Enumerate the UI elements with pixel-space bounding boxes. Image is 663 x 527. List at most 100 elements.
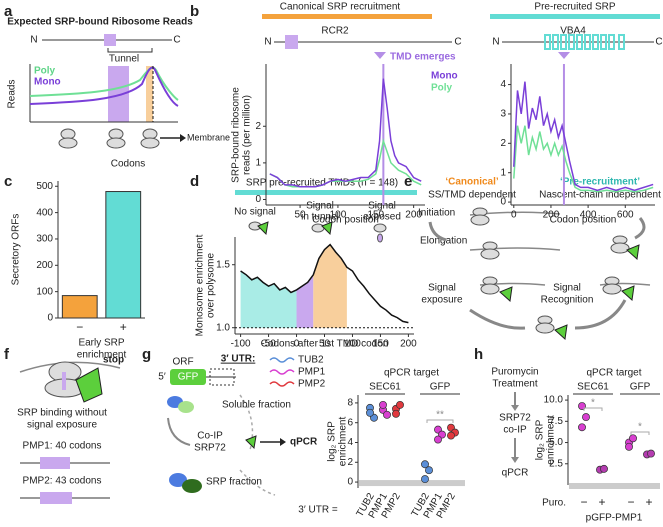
x-tick-label: 200 [405, 210, 422, 221]
zero-band [569, 483, 660, 489]
y-tick-label: 300 [36, 234, 53, 245]
cycle-diagram [428, 207, 651, 340]
shaded-region [296, 274, 314, 328]
tunnel-bracket [107, 48, 153, 53]
header-bar [490, 14, 660, 19]
y-tick-label: 4 [500, 79, 506, 90]
y-label: Monosome enrichment [195, 234, 206, 336]
state-label: Signal [306, 201, 334, 212]
fraction-diagram [167, 394, 286, 496]
legend-swatch [269, 357, 295, 363]
panel-label: e [404, 173, 412, 190]
data-point [425, 466, 433, 475]
x-tick-label: 0 [294, 339, 300, 350]
x-tick-label: 100 [344, 339, 361, 350]
x-tick-label: 150 [372, 339, 389, 350]
data-point [625, 442, 633, 451]
y-tick-label: 8 [347, 398, 353, 409]
n-term: N [492, 37, 499, 48]
panel-title: Expected SRP-bound Ribosome Reads [7, 17, 193, 28]
gfp-box [170, 369, 206, 385]
data-point [366, 408, 374, 417]
chart-title: qPCR target [586, 368, 641, 379]
series-line [513, 125, 654, 193]
x-tick-label: 0 [511, 210, 517, 221]
step-label: Signal [553, 283, 581, 294]
data-point [434, 435, 442, 444]
step-label: Initiation [418, 208, 455, 219]
shaded-region [313, 244, 347, 328]
data-point [578, 423, 586, 432]
state-label: Signal [368, 201, 396, 212]
fraction-label: Soluble fraction [222, 400, 291, 411]
y-label: enrichment [546, 415, 557, 465]
gene-name: RCR2 [321, 26, 349, 37]
y-tick-label: 0 [347, 477, 353, 488]
panel-label: c [4, 173, 12, 190]
x-label: Codons after 1st TMD codon [261, 339, 389, 350]
bar [105, 191, 142, 319]
x-label: Codons [111, 159, 145, 170]
gene-name: VBA4 [560, 26, 586, 37]
x-label: enrichment [77, 350, 127, 361]
chart-title: qPCR target [384, 368, 439, 379]
membrane-label: Membrane [187, 132, 230, 142]
y-tick-label: 0 [47, 313, 53, 324]
y-tick-label: 400 [36, 207, 53, 218]
y-label: SRP-bound ribosome [231, 87, 242, 183]
tmd-box [40, 457, 70, 469]
panel-label: b [190, 3, 199, 20]
state-label: exposed [363, 212, 401, 223]
y-tick-label: 0 [255, 194, 261, 205]
poly-curve [29, 66, 179, 101]
data-point [600, 464, 608, 473]
tmd-box [40, 492, 72, 504]
header-bar [235, 190, 417, 195]
tmd-box [104, 34, 116, 46]
y-tick-label: 1.5 [216, 259, 230, 270]
x-tick-label: + [598, 495, 605, 509]
section-header: Canonical SRP recruitment [280, 2, 401, 13]
group-label: SEC61 [577, 382, 609, 393]
annotation: ** [436, 410, 444, 421]
panel-label: a [4, 3, 13, 20]
y-tick-label: 10.0 [544, 395, 564, 406]
step-label: exposure [421, 295, 463, 306]
x-tick-label: − [627, 495, 634, 509]
tmd-marker [374, 52, 386, 59]
annotation: TMD emerges [390, 52, 456, 63]
x-tick-label: 150 [367, 210, 384, 221]
sig-bracket [583, 407, 603, 411]
tmd-boxes [544, 34, 625, 50]
five-prime: 5′ [158, 372, 166, 383]
x-tick-label: 200 [400, 339, 417, 350]
y-tick-label: 200 [36, 260, 53, 271]
data-point [392, 409, 400, 418]
shaded-region [240, 271, 297, 328]
gfp-label: GFP [178, 372, 199, 383]
step-label: Puromycin [491, 367, 538, 378]
y-tick-label: 0 [500, 197, 506, 208]
orf-label: ORF [172, 357, 193, 368]
x-tick-label: + [645, 495, 652, 509]
x-tick-label: 200 [543, 210, 560, 221]
section-header: ‘Canonical’ [445, 177, 499, 188]
y-tick-label: 2.5 [549, 458, 563, 469]
x-tick-label: 100 [330, 210, 347, 221]
mono-curve [29, 66, 179, 107]
x-tick-label: -50 [261, 339, 276, 350]
data-point [379, 400, 387, 409]
exposed-region [146, 66, 153, 122]
legend-entry: PMP2 [298, 379, 326, 390]
section-sub: SS/TMD dependent [428, 190, 516, 201]
y-tick-label: 2 [347, 457, 353, 468]
y-tick-label: 6 [347, 417, 353, 428]
step-label: SRP72 [499, 413, 531, 424]
series-line [513, 81, 654, 192]
group-label: GFP [630, 382, 651, 393]
data-point [578, 402, 586, 410]
x-tick-label: 600 [617, 210, 634, 221]
y-label: over polysome [206, 253, 217, 318]
x-tick-label: − [76, 320, 83, 334]
